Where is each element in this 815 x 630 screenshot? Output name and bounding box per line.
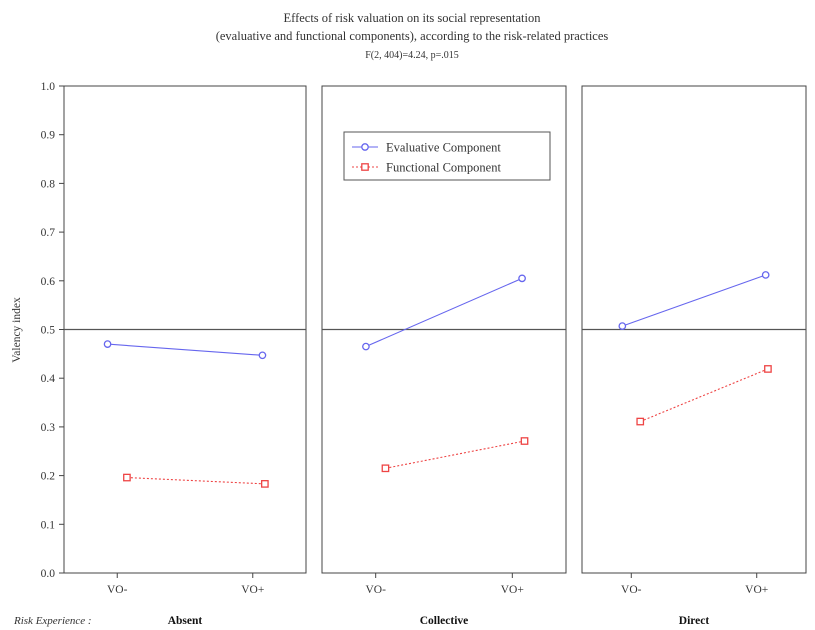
series-line [365,277,523,348]
data-point-circle [761,271,770,279]
x-tick-label: VO- [107,584,128,596]
y-tick-label: 0.3 [41,422,56,434]
title-line-3: F(2, 404)=4.24, p=.015 [365,50,459,61]
y-axis-label: Valency index [11,297,23,363]
series-line [640,368,769,423]
facet-prefix-label: Risk Experience : [13,615,92,627]
data-point-circle [518,274,526,283]
data-point-square [123,473,131,482]
y-tick-label: 0.9 [41,130,56,142]
facet-label: Collective [420,615,469,627]
y-tick-label: 0.0 [41,568,56,580]
y-tick-label: 0.5 [41,325,56,337]
y-tick-label: 0.4 [41,373,56,385]
data-point-circle [618,322,627,330]
legend-marker-square [361,163,369,171]
chart-title: Effects of risk valuation on its social … [216,11,609,61]
x-tick-label: VO+ [745,584,768,596]
legend-box [343,131,551,181]
x-tick-label: VO- [621,584,642,596]
facet-label: Absent [168,615,203,627]
data-point-square [381,464,390,473]
legend-label: Functional Component [386,161,501,175]
plot-layer: 0.0 0.1 0.2 0.3 0.4 0.5 0.6 0.7 0.8 0.9 1.0 VO- VO+ A… [41,81,807,627]
x-tick-label: VO+ [501,584,524,596]
data-point-circle [362,342,370,351]
data-point-square [261,480,269,488]
y-tick-label: 1.0 [41,81,56,93]
y-tick-label: 0.7 [41,227,56,239]
legend-marker-circle [361,143,369,151]
legend-label: Evaluative Component [386,141,501,155]
series-line [622,274,766,327]
y-tick-label: 0.1 [41,519,56,531]
x-tick-label: VO- [365,584,386,596]
data-point-square [520,437,529,445]
data-point-square [764,365,772,373]
data-point-circle [103,340,112,348]
y-tick-label: 0.6 [41,276,56,288]
x-tick-label: VO+ [241,584,264,596]
y-tick-label: 0.2 [41,471,56,483]
facet-label: Direct [679,615,710,627]
data-point-circle [258,351,267,360]
series-line [107,343,263,356]
title-line-1: Effects of risk valuation on its social … [284,11,542,25]
series-line [126,476,265,485]
data-point-square [636,417,645,426]
y-tick-label: 0.8 [41,178,56,190]
title-line-2: (evaluative and functional components), … [216,29,609,43]
